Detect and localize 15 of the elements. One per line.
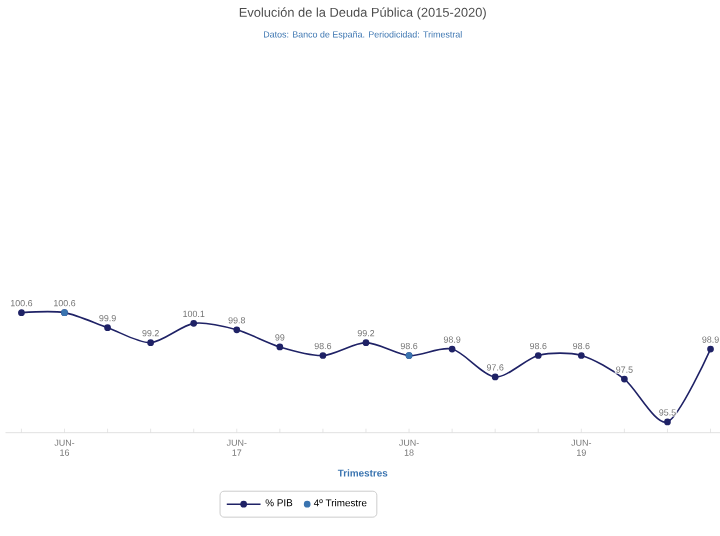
point xyxy=(319,352,327,359)
point xyxy=(621,375,628,383)
point xyxy=(664,418,671,426)
point xyxy=(147,339,154,347)
point xyxy=(190,320,198,327)
point xyxy=(233,326,241,334)
point xyxy=(104,324,111,332)
point xyxy=(491,373,499,381)
point xyxy=(707,345,714,353)
point xyxy=(18,309,25,317)
point xyxy=(577,352,585,359)
point xyxy=(276,343,284,351)
point xyxy=(534,352,542,359)
point xyxy=(448,345,456,353)
point xyxy=(362,339,370,347)
